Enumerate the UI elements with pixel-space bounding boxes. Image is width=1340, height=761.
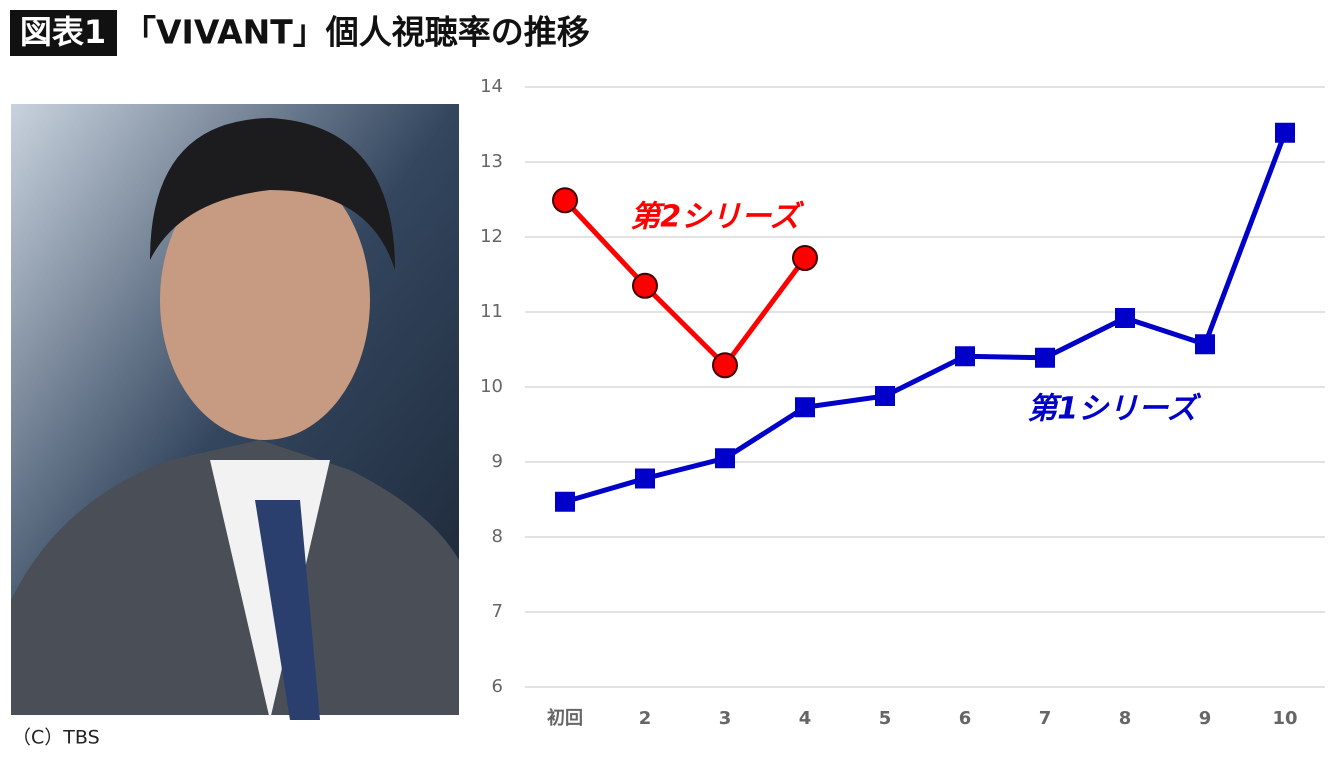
y-tick-label: 7 bbox=[492, 601, 503, 622]
y-tick-label: 9 bbox=[492, 451, 503, 472]
x-tick-label: 2 bbox=[639, 708, 652, 729]
x-tick-label: 9 bbox=[1199, 708, 1212, 729]
point bbox=[1195, 334, 1215, 355]
point bbox=[552, 187, 578, 214]
point bbox=[955, 346, 975, 367]
series-line bbox=[563, 198, 808, 370]
x-tick-label: 6 bbox=[959, 708, 972, 729]
x-tick-label: 4 bbox=[799, 708, 812, 729]
point bbox=[555, 491, 575, 512]
point bbox=[792, 245, 818, 271]
x-tick-label: 8 bbox=[1119, 708, 1132, 729]
x-tick-label: 10 bbox=[1272, 708, 1297, 729]
series-line bbox=[564, 131, 1288, 505]
y-tick-label: 6 bbox=[492, 676, 503, 697]
point bbox=[1115, 308, 1135, 328]
figure-label: 図表1 bbox=[20, 13, 106, 51]
point bbox=[1275, 122, 1295, 143]
point bbox=[1035, 347, 1055, 368]
y-tick-label: 11 bbox=[480, 301, 503, 322]
point bbox=[635, 468, 655, 489]
point bbox=[795, 397, 815, 418]
figure-label-box bbox=[10, 10, 117, 56]
credit: （C）TBS bbox=[12, 727, 100, 749]
y-tick-label: 14 bbox=[480, 76, 503, 97]
x-tick-label: 初回 bbox=[547, 707, 583, 729]
point bbox=[632, 272, 658, 299]
y-tick-label: 13 bbox=[480, 151, 503, 172]
point bbox=[715, 448, 735, 469]
y-tick-label: 10 bbox=[480, 376, 503, 397]
series-label: 第1シリーズ bbox=[1027, 392, 1201, 427]
point bbox=[875, 386, 895, 406]
x-tick-label: 5 bbox=[879, 708, 892, 729]
chart-title: 「VIVANT」個人視聴率の推移 bbox=[123, 13, 590, 52]
point bbox=[712, 352, 738, 379]
photo bbox=[11, 104, 459, 720]
x-tick-label: 3 bbox=[719, 708, 732, 729]
x-tick-label: 7 bbox=[1039, 708, 1052, 729]
y-tick-label: 12 bbox=[480, 226, 503, 247]
series-label: 第2シリーズ bbox=[630, 200, 804, 235]
y-tick-label: 8 bbox=[492, 526, 503, 547]
